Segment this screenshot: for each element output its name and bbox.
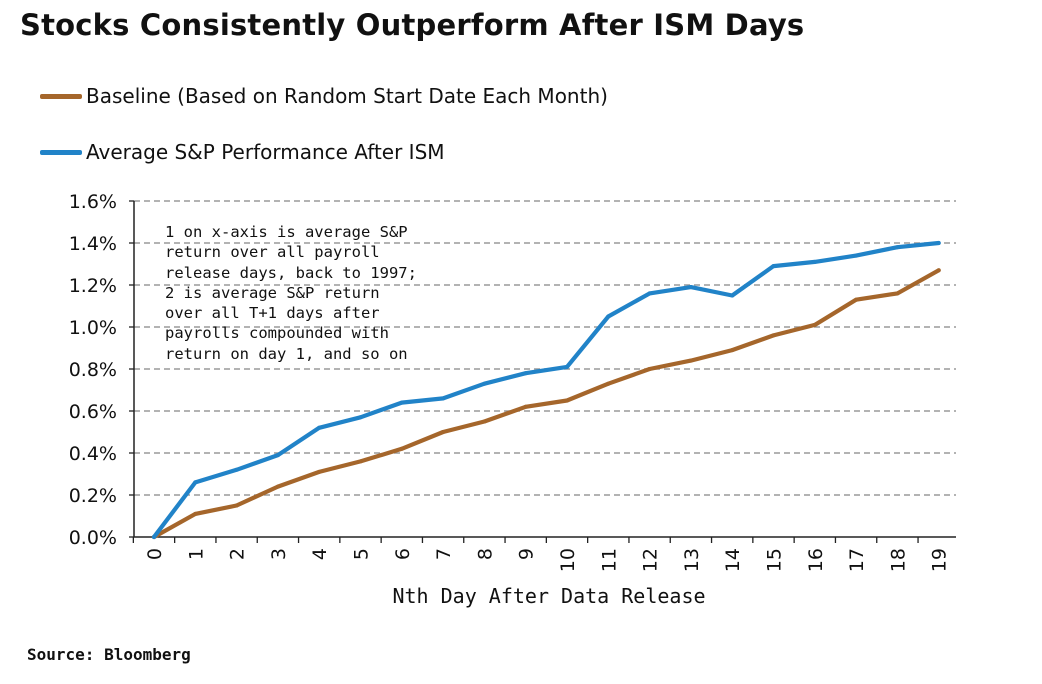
data-point	[936, 268, 941, 273]
data-point	[234, 503, 239, 508]
data-point	[854, 297, 859, 302]
x-tick-label: 8	[474, 548, 496, 560]
data-point	[441, 430, 446, 434]
data-point	[358, 459, 363, 464]
data-point	[771, 333, 776, 338]
y-tick-label: 0.2%	[69, 485, 117, 507]
data-point	[152, 535, 156, 539]
data-point	[812, 259, 817, 264]
data-point	[812, 322, 817, 327]
axis-layer	[129, 200, 956, 543]
data-point	[688, 285, 693, 290]
x-tick-label: 7	[433, 548, 455, 560]
x-tick-label: 11	[598, 548, 620, 572]
legend-item-after-ism: Average S&P Performance After ISM	[40, 124, 608, 180]
legend-label-baseline: Baseline (Based on Random Start Date Eac…	[86, 84, 608, 108]
legend-swatch-baseline	[40, 93, 82, 99]
data-point	[193, 480, 198, 485]
x-tick-label: 19	[929, 548, 951, 572]
x-tick-label: 16	[805, 548, 827, 572]
y-tick-labels: 0.0% 0.2% 0.4% 0.6% 0.8% 1.0% 1.2% 1.4% 1.6%	[69, 191, 117, 549]
data-point	[854, 253, 859, 258]
data-point	[730, 293, 735, 298]
x-tick-label: 0	[144, 548, 166, 560]
x-tick-label: 18	[887, 548, 909, 572]
data-point	[275, 484, 280, 489]
x-tick-label: 2	[227, 548, 249, 560]
data-point	[606, 314, 611, 319]
x-tick-label: 15	[764, 548, 786, 572]
data-point	[193, 511, 198, 516]
x-tick-label: 4	[309, 548, 331, 560]
source-note: Source: Bloomberg	[27, 645, 191, 664]
data-point	[647, 291, 652, 296]
y-tick-label: 1.0%	[69, 317, 117, 339]
x-tick-label: 12	[640, 548, 662, 572]
legend: Baseline (Based on Random Start Date Eac…	[40, 68, 608, 180]
y-tick-label: 0.0%	[69, 527, 117, 549]
data-point	[399, 446, 404, 451]
x-tick-label: 13	[681, 548, 703, 572]
series-layer	[151, 240, 941, 540]
data-point	[730, 348, 735, 353]
chart-annotation: 1 on x-axis is average S&P return over a…	[165, 223, 417, 363]
data-point	[358, 415, 363, 420]
x-tick-label: 6	[392, 548, 414, 560]
y-tick-label: 0.4%	[69, 443, 117, 465]
data-point	[895, 245, 900, 250]
data-point	[482, 419, 487, 424]
x-tick-labels: 0 1 2 3 4 5 6 7 8 9 10 11 12 13 14 15 16 17 18 19	[144, 548, 951, 572]
data-point	[688, 358, 693, 363]
x-tick-label: 9	[516, 548, 538, 560]
data-point	[399, 400, 404, 405]
y-tick-label: 0.8%	[69, 359, 117, 381]
chart-title: Stocks Consistently Outperform After ISM…	[20, 8, 805, 42]
x-axis-title: Nth Day After Data Release	[392, 584, 705, 608]
data-point	[441, 396, 446, 401]
data-point	[275, 453, 280, 458]
x-tick-label: 14	[722, 548, 744, 572]
x-tick-label: 17	[846, 548, 868, 572]
data-point	[317, 425, 322, 430]
x-tick-label: 5	[351, 548, 373, 560]
y-tick-label: 1.2%	[69, 275, 117, 297]
x-tick-label: 3	[268, 548, 290, 560]
series-line-baseline	[151, 268, 941, 540]
data-point	[317, 469, 322, 474]
x-tick-label: 1	[185, 548, 207, 560]
legend-label-after-ism: Average S&P Performance After ISM	[86, 140, 445, 164]
y-tick-label: 1.6%	[69, 191, 117, 213]
data-point	[565, 364, 569, 369]
x-tick-label: 10	[557, 548, 579, 572]
data-point	[523, 404, 528, 409]
legend-item-baseline: Baseline (Based on Random Start Date Eac…	[40, 68, 608, 124]
data-point	[895, 291, 900, 296]
y-tick-label: 0.6%	[69, 401, 117, 423]
data-point	[565, 398, 569, 403]
data-point	[647, 367, 652, 371]
y-tick-label: 1.4%	[69, 233, 117, 255]
data-point	[482, 381, 487, 386]
series-line-after-ism	[151, 240, 941, 540]
data-point	[234, 467, 239, 472]
data-point	[606, 381, 611, 386]
data-point	[936, 241, 941, 245]
legend-swatch-after-ism	[40, 149, 82, 155]
data-point	[523, 371, 528, 376]
grid-layer	[134, 200, 956, 496]
data-point	[771, 264, 776, 269]
